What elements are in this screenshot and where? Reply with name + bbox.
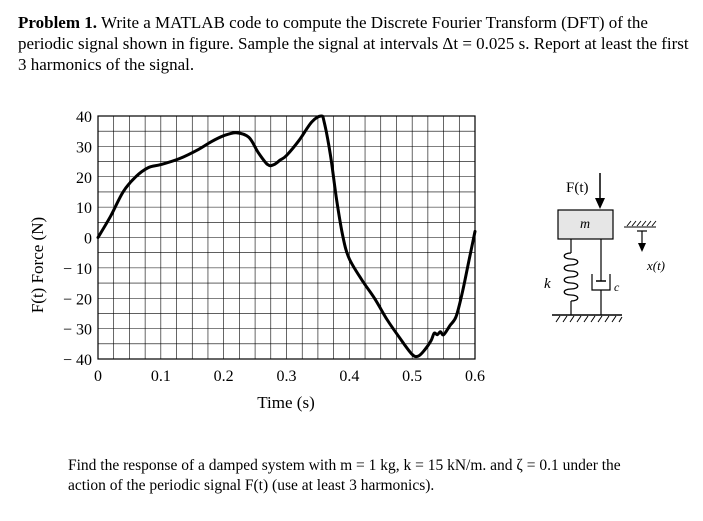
x-tick-label: 0.1	[151, 368, 171, 385]
force-label: F(t)	[566, 180, 589, 196]
problem-text: Write a MATLAB code to compute the Discr…	[18, 13, 689, 74]
force-time-chart: 0 0.1 0.2 0.3 0.4 0.5 0.6 40 30 20 10 0 − 10 − 20 − 3…	[28, 109, 485, 412]
y-tick-label: − 40	[63, 352, 92, 369]
problem-label: Problem 1.	[18, 13, 98, 32]
y-tick-label: 40	[76, 109, 92, 126]
y-tick-label: 10	[76, 200, 92, 217]
x-tick-label: 0.4	[339, 368, 359, 385]
x-tick-label: 0.6	[465, 368, 485, 385]
force-arrow-icon	[595, 173, 605, 209]
mass-label: m	[580, 217, 590, 232]
y-tick-label: 20	[76, 170, 92, 187]
displacement-reference-icon	[624, 220, 657, 252]
displacement-label: x(t)	[646, 258, 665, 273]
question-text: Find the response of a damped system wit…	[68, 456, 688, 496]
problem-statement: Problem 1. Write a MATLAB code to comput…	[18, 12, 690, 75]
mass-spring-damper-diagram: F(t) m k c x(t)	[544, 173, 665, 323]
y-tick-label: − 10	[63, 261, 92, 278]
mass-block	[557, 209, 614, 240]
x-tick-label: 0.5	[402, 368, 422, 385]
y-tick-label: − 30	[63, 322, 92, 339]
spring-label: k	[544, 276, 551, 292]
y-tick-label: − 20	[63, 291, 92, 308]
ground-icon	[552, 314, 623, 323]
x-axis-label: Time (s)	[257, 393, 314, 412]
y-tick-label: 30	[76, 139, 92, 156]
damper-icon	[591, 239, 611, 315]
x-tick-label: 0.3	[277, 368, 297, 385]
y-tick-labels: 40 30 20 10 0 − 10 − 20 − 30 − 40	[63, 109, 92, 369]
question-line-1: Find the response of a damped system wit…	[68, 457, 621, 474]
y-tick-label: 0	[84, 231, 92, 248]
grid-horizontal	[98, 130, 475, 345]
y-axis-label: F(t) Force (N)	[28, 217, 47, 313]
x-tick-label: 0.2	[214, 368, 234, 385]
x-tick-labels: 0 0.1 0.2 0.3 0.4 0.5 0.6	[94, 368, 485, 385]
damper-label: c	[614, 280, 620, 294]
x-tick-label: 0	[94, 368, 102, 385]
spring-icon	[563, 239, 579, 315]
question-line-2: action of the periodic signal F(t) (use …	[68, 477, 435, 494]
signal-line	[96, 114, 477, 359]
